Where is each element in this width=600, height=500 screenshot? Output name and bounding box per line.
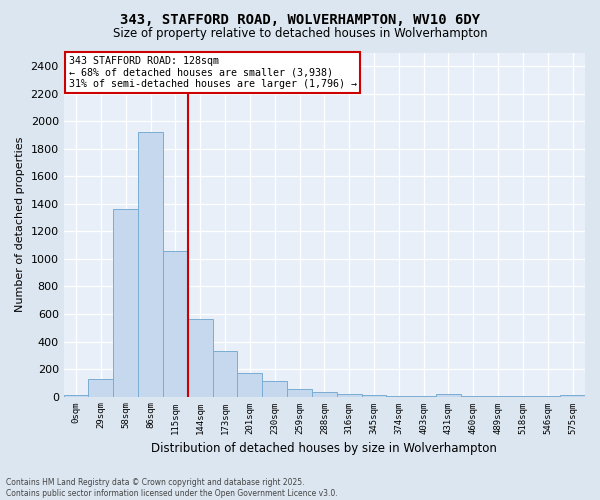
Bar (337, 394, 362, 396)
Text: 343 STAFFORD ROAD: 128sqm
← 68% of detached houses are smaller (3,938)
31% of se: 343 STAFFORD ROAD: 128sqm ← 68% of detac… (69, 56, 357, 89)
Text: 343, STAFFORD ROAD, WOLVERHAMPTON, WV10 6DY: 343, STAFFORD ROAD, WOLVERHAMPTON, WV10 … (120, 12, 480, 26)
Bar (362, 395, 386, 396)
Bar (436, 394, 461, 396)
Bar (138, 132, 163, 396)
Text: Size of property relative to detached houses in Wolverhampton: Size of property relative to detached ho… (113, 28, 487, 40)
Bar (312, 392, 337, 396)
Bar (188, 320, 212, 396)
Bar (238, 373, 262, 396)
Bar (262, 382, 287, 396)
Bar (560, 395, 585, 396)
Bar (113, 210, 138, 396)
Bar (64, 395, 88, 396)
Y-axis label: Number of detached properties: Number of detached properties (15, 137, 25, 312)
X-axis label: Distribution of detached houses by size in Wolverhampton: Distribution of detached houses by size … (151, 442, 497, 455)
Bar (88, 378, 113, 396)
Bar (212, 351, 238, 397)
Text: Contains HM Land Registry data © Crown copyright and database right 2025.
Contai: Contains HM Land Registry data © Crown c… (6, 478, 338, 498)
Bar (287, 389, 312, 396)
Bar (163, 250, 188, 396)
